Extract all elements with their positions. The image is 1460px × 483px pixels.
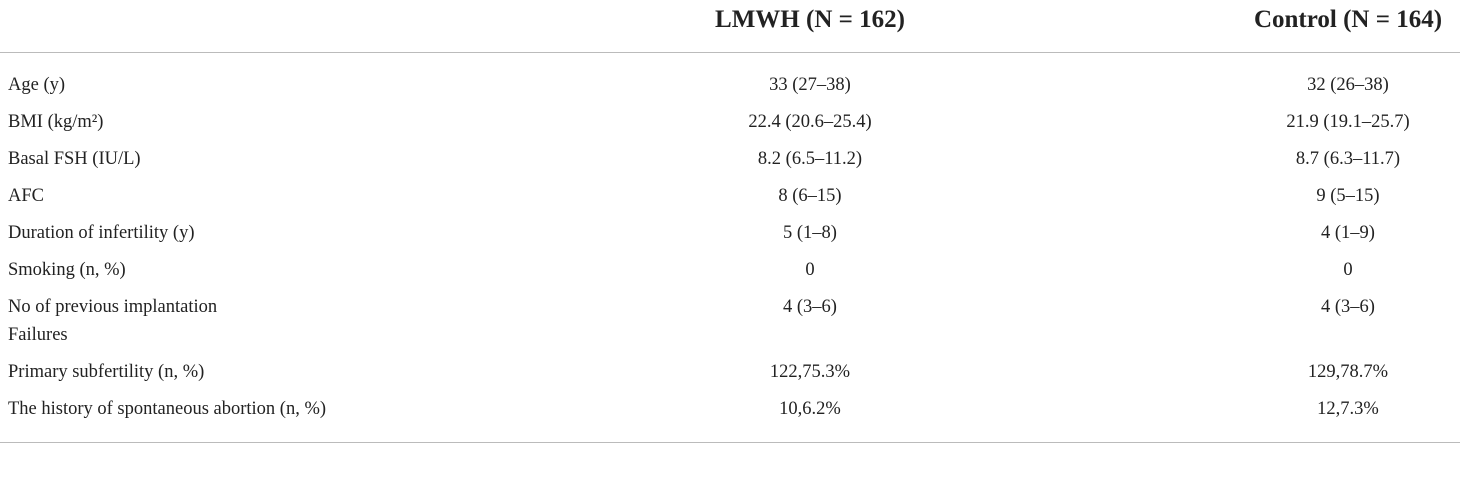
row-label: The history of spontaneous abortion (n, … bbox=[8, 398, 327, 419]
row-label: Basal FSH (IU/L) bbox=[8, 148, 141, 169]
cell-value: 5 (1–8) bbox=[783, 222, 837, 243]
cell-value: 0 bbox=[1343, 259, 1353, 280]
cell-value: 4 (3–6) bbox=[1321, 296, 1375, 317]
column-header: Control (N = 164) bbox=[1253, 6, 1443, 33]
cell-value: 9 (5–15) bbox=[1316, 185, 1380, 206]
row-label: Age (y) bbox=[8, 74, 66, 95]
cell-value: 0 bbox=[805, 259, 815, 280]
table-row: No of previous implantation Failures 4 (3… bbox=[0, 288, 1460, 353]
cell-value: 4 (3–6) bbox=[783, 296, 837, 317]
cell-value: 22.4 (20.6–25.4) bbox=[748, 111, 872, 132]
table-row: The history of spontaneous abortion (n, … bbox=[0, 390, 1460, 427]
row-label: AFC bbox=[8, 185, 44, 206]
cell-value: 21.9 (19.1–25.7) bbox=[1286, 111, 1410, 132]
cell-value: 10,6.2% bbox=[779, 398, 841, 419]
cell-value: 33 (27–38) bbox=[769, 74, 851, 95]
table-rule bbox=[0, 442, 1460, 443]
row-label: Duration of infertility (y) bbox=[8, 222, 195, 243]
cell-value: 122,75.3% bbox=[769, 361, 851, 382]
column-header: LMWH (N = 162) bbox=[715, 6, 905, 33]
table-row: Age (y) 33 (27–38) 32 (26–38) bbox=[0, 66, 1460, 103]
row-label: Primary subfertility (n, %) bbox=[8, 361, 205, 382]
cell-value: 8.7 (6.3–11.7) bbox=[1295, 148, 1401, 169]
row-label: No of previous implantation Failures bbox=[8, 296, 218, 345]
cell-value: 8.2 (6.5–11.2) bbox=[757, 148, 863, 169]
table-body: Age (y) 33 (27–38) 32 (26–38) BMI (kg/m²) 22… bbox=[0, 66, 1460, 427]
table-row: Smoking (n, %) 0 0 bbox=[0, 251, 1460, 288]
row-label: Smoking (n, %) bbox=[8, 259, 126, 280]
cell-value: 129,78.7% bbox=[1307, 361, 1389, 382]
table-row: Basal FSH (IU/L) 8.2 (6.5–11.2) 8.7 (6.3–1… bbox=[0, 140, 1460, 177]
table-row: Duration of infertility (y) 5 (1–8) 4 (1–9… bbox=[0, 214, 1460, 251]
row-label: BMI (kg/m²) bbox=[8, 111, 104, 132]
table-row: BMI (kg/m²) 22.4 (20.6–25.4) 21.9 (19.1–25… bbox=[0, 103, 1460, 140]
table-header: LMWH (N = 162) Control (N = 164) bbox=[0, 0, 1460, 53]
cell-value: 8 (6–15) bbox=[778, 185, 842, 206]
cell-value: 12,7.3% bbox=[1317, 398, 1379, 419]
cell-value: 32 (26–38) bbox=[1307, 74, 1389, 95]
table-row: AFC 8 (6–15) 9 (5–15) bbox=[0, 177, 1460, 214]
cell-value: 4 (1–9) bbox=[1321, 222, 1375, 243]
table-row: Primary subfertility (n, %) 122,75.3% 129,… bbox=[0, 353, 1460, 390]
